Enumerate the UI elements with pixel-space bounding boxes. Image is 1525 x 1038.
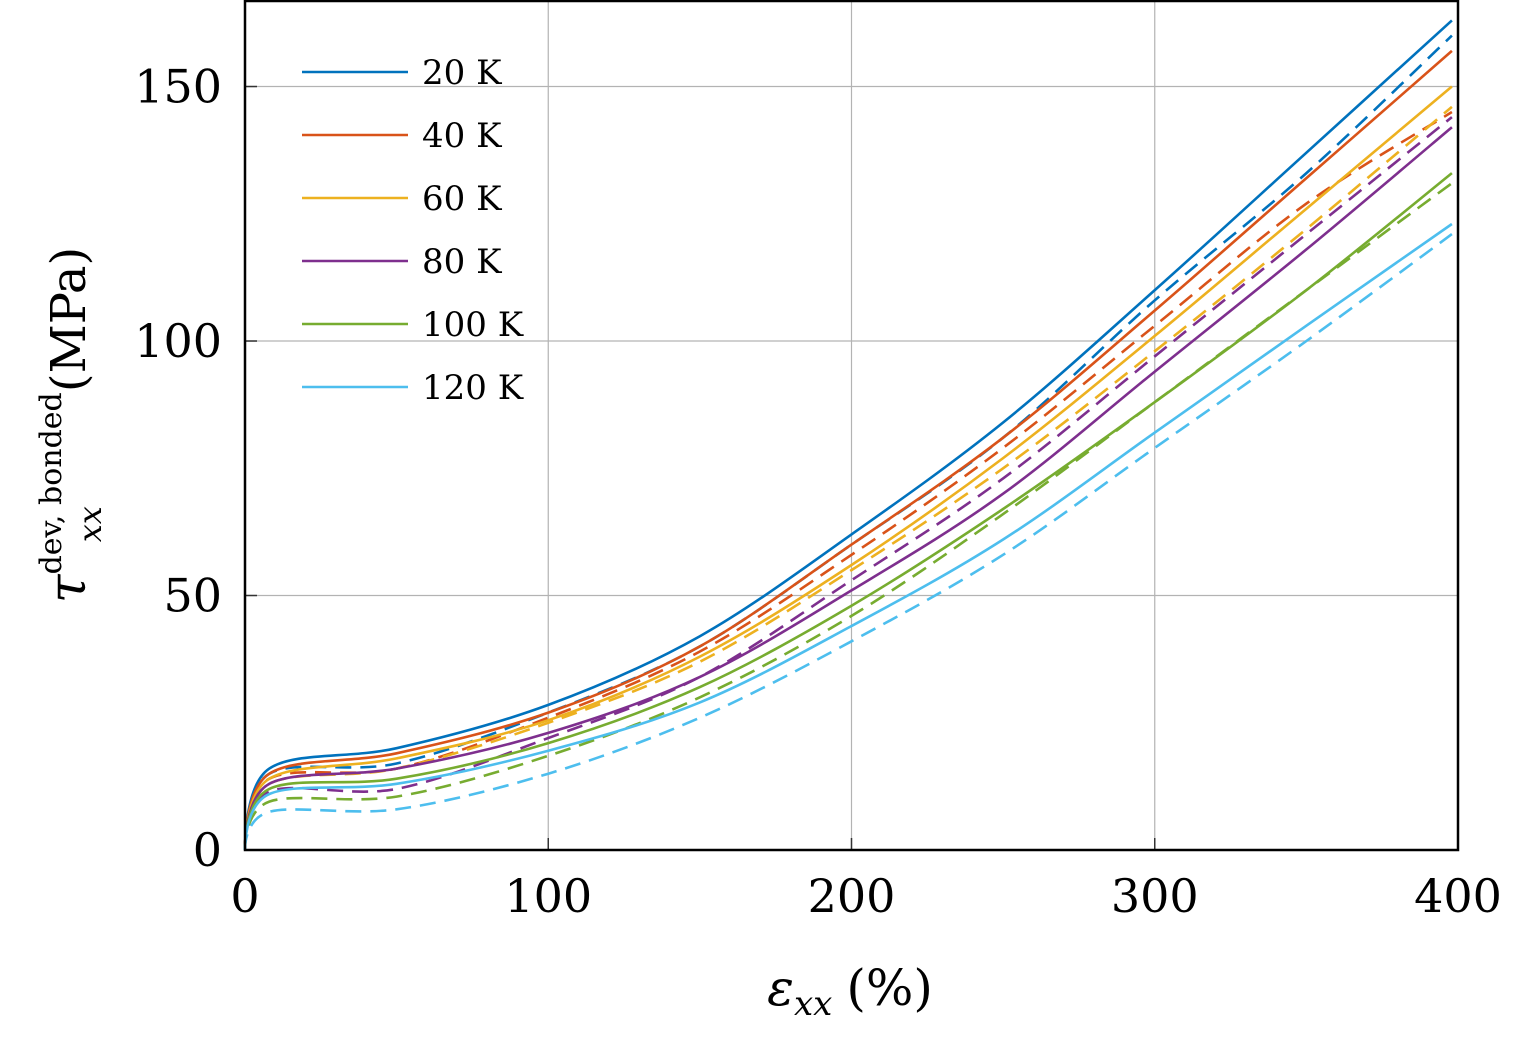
series-100k-dashed-line [243, 182, 1453, 851]
x-tick-label: 400 [1414, 869, 1502, 923]
x-tick-label: 300 [1111, 869, 1199, 923]
y-axis-symbol: τ [38, 573, 98, 603]
series-80k-dashed-line [243, 116, 1453, 851]
x-axis-title: εxx (%) [767, 959, 933, 1024]
y-tick-label: 50 [163, 569, 222, 623]
y-tick-label: 0 [193, 823, 222, 877]
y-tick-label: 100 [134, 314, 222, 368]
ticks: 0 100 200 300 400 0 50 100 150 [134, 60, 1502, 923]
y-axis-title: τdev, bondedxx (MPa) [34, 247, 109, 603]
series-100k-solid-line [243, 172, 1453, 851]
legend-label-80k: 80 K [422, 242, 502, 282]
series-60k-solid-line [243, 85, 1453, 851]
legend: 20 K 40 K 60 K 80 K 100 K 120 K [302, 53, 524, 408]
y-axis-subscript: xx [71, 506, 109, 542]
legend-label-60k: 60 K [422, 179, 502, 219]
series-80k-solid-line [243, 126, 1453, 851]
x-axis-subscript: xx [794, 984, 832, 1024]
x-axis-unit: (%) [846, 959, 933, 1017]
y-tick-label: 150 [134, 60, 222, 114]
series-layer [243, 19, 1453, 851]
grid [245, 0, 1458, 850]
legend-label-120k: 120 K [422, 368, 524, 408]
x-axis-symbol: ε [767, 959, 794, 1017]
series-40k-dashed-line [243, 110, 1453, 851]
legend-label-40k: 40 K [422, 116, 502, 156]
x-tick-label: 100 [504, 869, 592, 923]
x-tick-label: 200 [808, 869, 896, 923]
legend-label-20k: 20 K [422, 53, 502, 93]
series-20k-solid-line [243, 19, 1453, 851]
y-axis-unit: (MPa) [41, 247, 97, 392]
series-60k-dashed-line [243, 105, 1453, 851]
legend-label-100k: 100 K [422, 305, 524, 345]
y-axis-superscript: dev, bonded [34, 392, 69, 574]
series-120k-dashed-line [243, 233, 1453, 851]
plot-frame [243, 0, 1460, 852]
series-120k-solid-line [243, 222, 1453, 851]
x-tick-label: 0 [230, 869, 259, 923]
series-20k-dashed-line [243, 34, 1453, 851]
series-40k-solid-line [243, 49, 1453, 851]
